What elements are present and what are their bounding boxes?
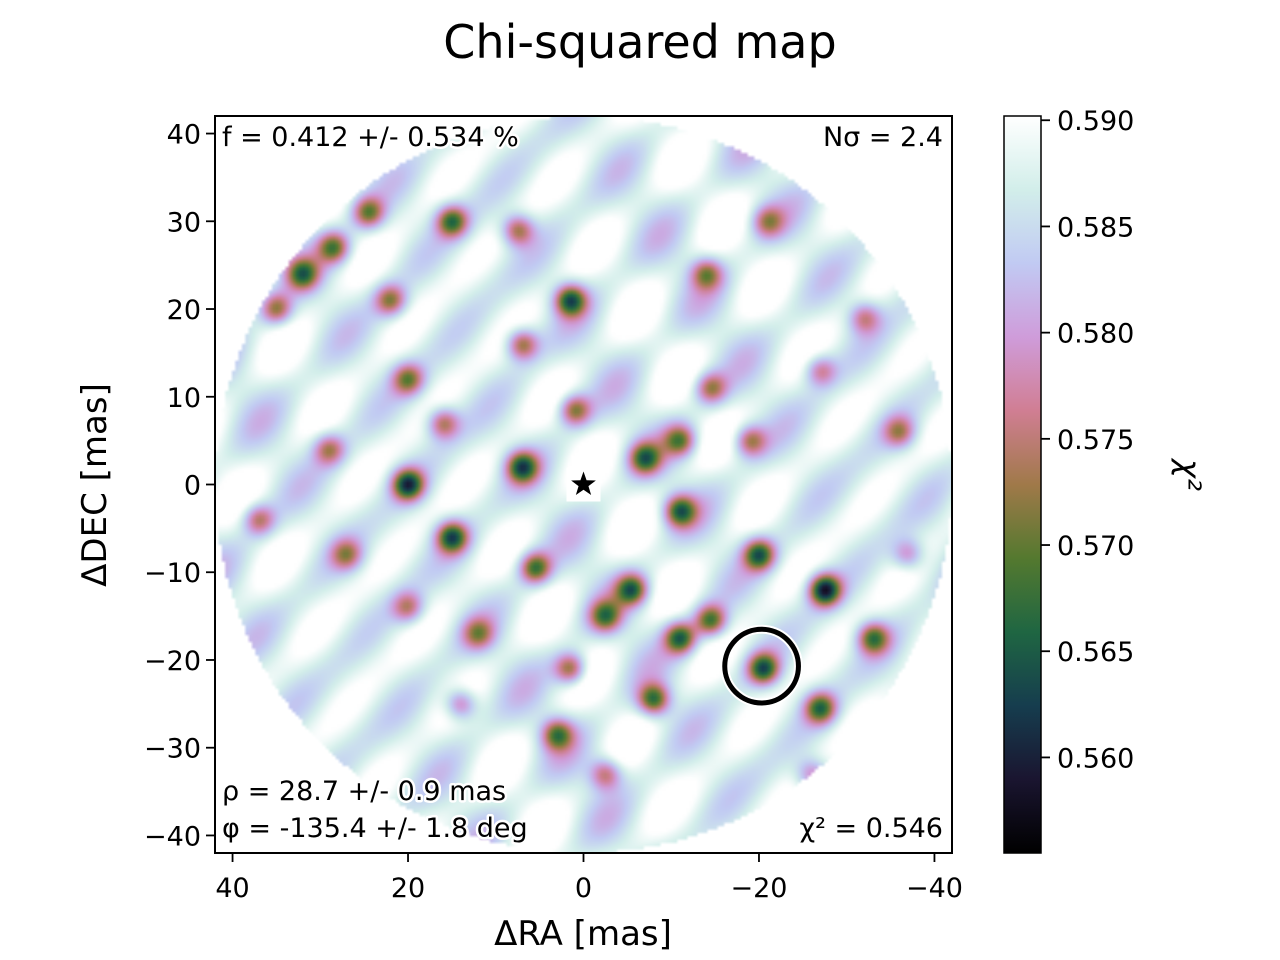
colorbar-tick-label: 0.585	[1057, 212, 1134, 243]
colorbar-tick-label: 0.570	[1057, 531, 1134, 562]
y-tick-label: −30	[144, 734, 201, 765]
chart-title: Chi-squared map	[443, 15, 836, 69]
y-tick-label: 40	[167, 120, 201, 151]
y-tick-label: −20	[144, 646, 201, 677]
x-axis-ticks: 40 20 0 −20 −40	[215, 853, 963, 904]
annotations: f = 0.412 +/- 0.534 % Nσ = 2.4 ρ = 28.7 …	[220, 120, 946, 847]
position-angle-annotation: φ = -135.4 +/- 1.8 deg	[222, 813, 528, 844]
x-tick-label: −20	[730, 873, 787, 904]
y-tick-label: 30	[167, 207, 201, 238]
colorbar-label: χ²	[1170, 457, 1208, 491]
y-tick-label: 20	[167, 295, 201, 326]
y-axis-label: ΔDEC [mas]	[75, 383, 115, 587]
flux-ratio-annotation: f = 0.412 +/- 0.534 %	[222, 122, 519, 153]
colorbar-tick-label: 0.575	[1057, 425, 1134, 456]
y-tick-label: 10	[167, 383, 201, 414]
x-axis-label: ΔRA [mas]	[494, 914, 672, 954]
n-sigma-annotation: Nσ = 2.4	[823, 122, 943, 153]
colorbar-tick-label: 0.565	[1057, 637, 1134, 668]
x-tick-label: −40	[906, 873, 963, 904]
best-chi2-annotation: χ² = 0.546	[799, 813, 943, 844]
primary-star-icon	[571, 471, 596, 496]
colorbar-ticks: 0.590 0.585 0.580 0.575 0.570 0.565 0.560	[1041, 106, 1134, 774]
x-tick-label: 40	[215, 873, 249, 904]
markers-layer	[566, 467, 803, 708]
y-tick-label: −10	[144, 558, 201, 589]
x-tick-label: 20	[391, 873, 425, 904]
colorbar	[1003, 115, 1042, 854]
y-tick-label: 0	[184, 471, 201, 502]
colorbar-tick-label: 0.560	[1057, 743, 1134, 774]
y-axis-ticks: 40 30 20 10 0 −10 −20 −30 −40	[144, 120, 215, 852]
separation-annotation: ρ = 28.7 +/- 0.9 mas	[222, 776, 506, 807]
colorbar-tick-label: 0.580	[1057, 319, 1134, 350]
x-tick-label: 0	[575, 873, 592, 904]
y-tick-label: −40	[144, 821, 201, 852]
best-fit-circle	[722, 626, 801, 706]
colorbar-tick-label: 0.590	[1057, 106, 1134, 137]
